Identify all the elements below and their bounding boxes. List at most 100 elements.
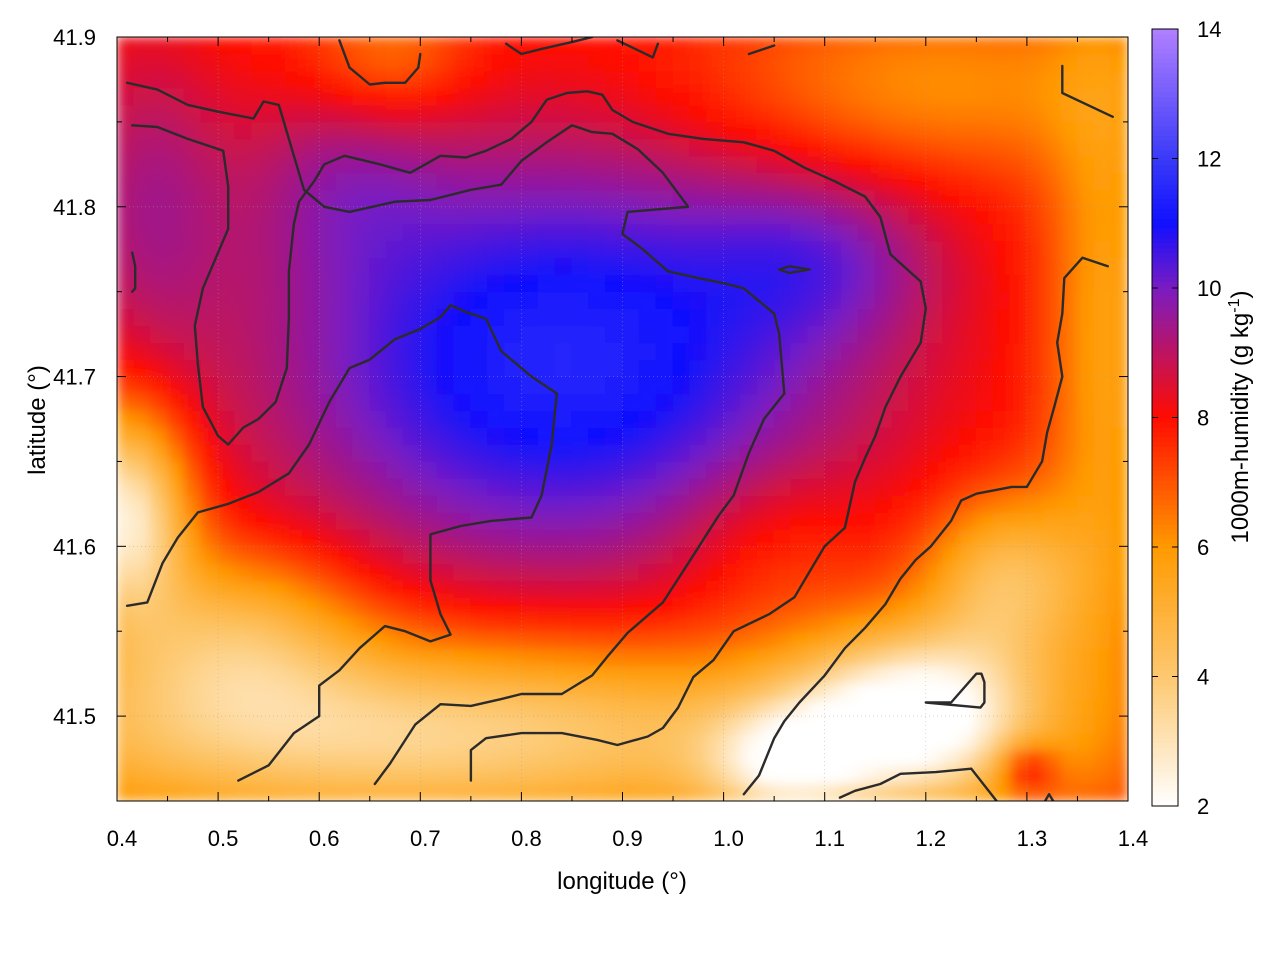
heatmap-cell [672,426,691,445]
heatmap-cell [706,410,725,428]
heatmap-cell [504,138,522,157]
heatmap-cell [857,138,876,157]
heatmap-cell [706,342,725,361]
heatmap-cell [504,104,522,123]
heatmap-cell [959,732,977,751]
heatmap-cell [824,511,843,530]
heatmap-cell [487,410,506,428]
heatmap-cell [217,528,236,547]
heatmap-cell [335,155,354,174]
heatmap-cell [554,477,573,496]
heatmap-cell [571,342,590,361]
heatmap-cell [402,715,421,734]
heatmap-cell [739,37,758,55]
heatmap-cell [959,308,977,327]
heatmap-cell [807,698,826,717]
heatmap-cell [706,749,725,768]
heatmap-cell [117,410,135,428]
heatmap-cell [571,528,590,547]
heatmap-cell [436,545,455,564]
heatmap-cell [453,359,472,378]
heatmap-cell [487,613,506,632]
heatmap-cell [150,37,169,55]
heatmap-cell [807,460,826,479]
heatmap-cell [655,460,674,479]
heatmap-cell [200,528,219,547]
heatmap-cell [739,647,758,666]
heatmap-cell [453,630,472,649]
heatmap-cell [117,359,135,378]
heatmap-cell [908,528,927,547]
heatmap-cell [622,172,640,191]
colorbar-swatch [1152,431,1178,438]
heatmap-cell [1026,410,1045,428]
heatmap-cell [723,783,741,801]
heatmap-cell [925,325,944,344]
heatmap-cell [992,664,1011,683]
heatmap-cell [571,104,590,123]
heatmap-cell [234,579,253,598]
heatmap-cell [1076,647,1095,666]
heatmap-cell [824,410,843,428]
heatmap-cell [773,240,792,259]
heatmap-cell [1043,172,1062,191]
heatmap-cell [622,766,640,785]
heatmap-cell [571,172,590,191]
heatmap-cell [1009,443,1028,462]
heatmap-cell [908,37,927,55]
heatmap-cell [487,460,506,479]
heatmap-cell [1093,664,1112,683]
heatmap-cell [571,664,590,683]
heatmap-cell [217,206,236,225]
heatmap-cell [891,172,910,191]
heatmap-cell [1043,359,1062,378]
colorbar-swatch [1152,446,1178,452]
heatmap-cell [537,342,556,361]
heatmap-cell [436,393,455,412]
heatmap-cell [824,104,843,123]
heatmap-cell [992,698,1011,717]
heatmap-cell [402,562,421,581]
heatmap-cell [942,206,960,225]
heatmap-cell [959,410,977,428]
heatmap-cell [773,70,792,89]
heatmap-cell [756,545,775,564]
heatmap-cell [739,698,758,717]
heatmap-cell [1026,528,1045,547]
heatmap-cell [942,155,960,174]
heatmap-cell [1026,308,1045,327]
heatmap-cell [1043,766,1062,785]
heatmap-cell [520,732,539,751]
colorbar-swatch [1152,33,1178,40]
heatmap-cell [504,630,522,649]
heatmap-cell [723,53,741,72]
heatmap-cell [386,647,404,666]
heatmap-cell [470,664,489,683]
colorbar-swatch [1152,125,1178,132]
heatmap-cell [537,698,556,717]
heatmap-cell [841,155,859,174]
heatmap-cell [959,511,977,530]
heatmap-cell [891,342,910,361]
heatmap-cell [183,596,202,615]
heatmap-cell [1093,172,1112,191]
heatmap-cell [605,155,623,174]
heatmap-cell [1026,87,1045,106]
heatmap-cell [419,426,438,445]
heatmap-cell [133,460,152,479]
heatmap-cell [251,511,270,530]
heatmap-cell [1043,87,1062,106]
heatmap-cell [605,410,623,428]
heatmap-cell [520,494,539,513]
heatmap-cell [874,698,893,717]
heatmap-cell [335,189,354,208]
heatmap-cell [1043,104,1062,123]
colorbar-swatch [1152,582,1178,588]
heatmap-cell [790,545,809,564]
heatmap-cell [942,630,960,649]
heatmap-cell [453,240,472,259]
contour-line [505,37,594,56]
heatmap-cell [655,393,674,412]
x-tick-label: 1.3 [1017,826,1048,851]
heatmap-cell [1043,630,1062,649]
